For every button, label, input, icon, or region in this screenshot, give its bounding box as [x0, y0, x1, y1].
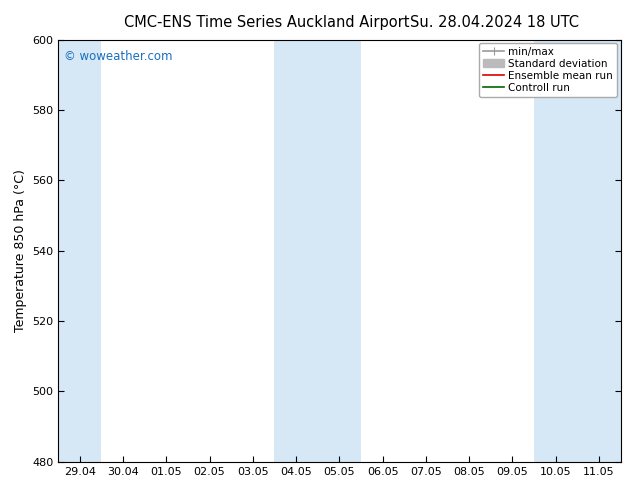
Bar	[275, 40, 361, 462]
Bar	[58, 40, 101, 462]
Text: CMC-ENS Time Series Auckland Airport: CMC-ENS Time Series Auckland Airport	[124, 15, 409, 30]
Bar	[534, 40, 621, 462]
Legend: min/max, Standard deviation, Ensemble mean run, Controll run: min/max, Standard deviation, Ensemble me…	[479, 43, 618, 97]
Text: © woweather.com: © woweather.com	[64, 50, 172, 63]
Text: Su. 28.04.2024 18 UTC: Su. 28.04.2024 18 UTC	[410, 15, 579, 30]
Y-axis label: Temperature 850 hPa (°C): Temperature 850 hPa (°C)	[13, 169, 27, 332]
